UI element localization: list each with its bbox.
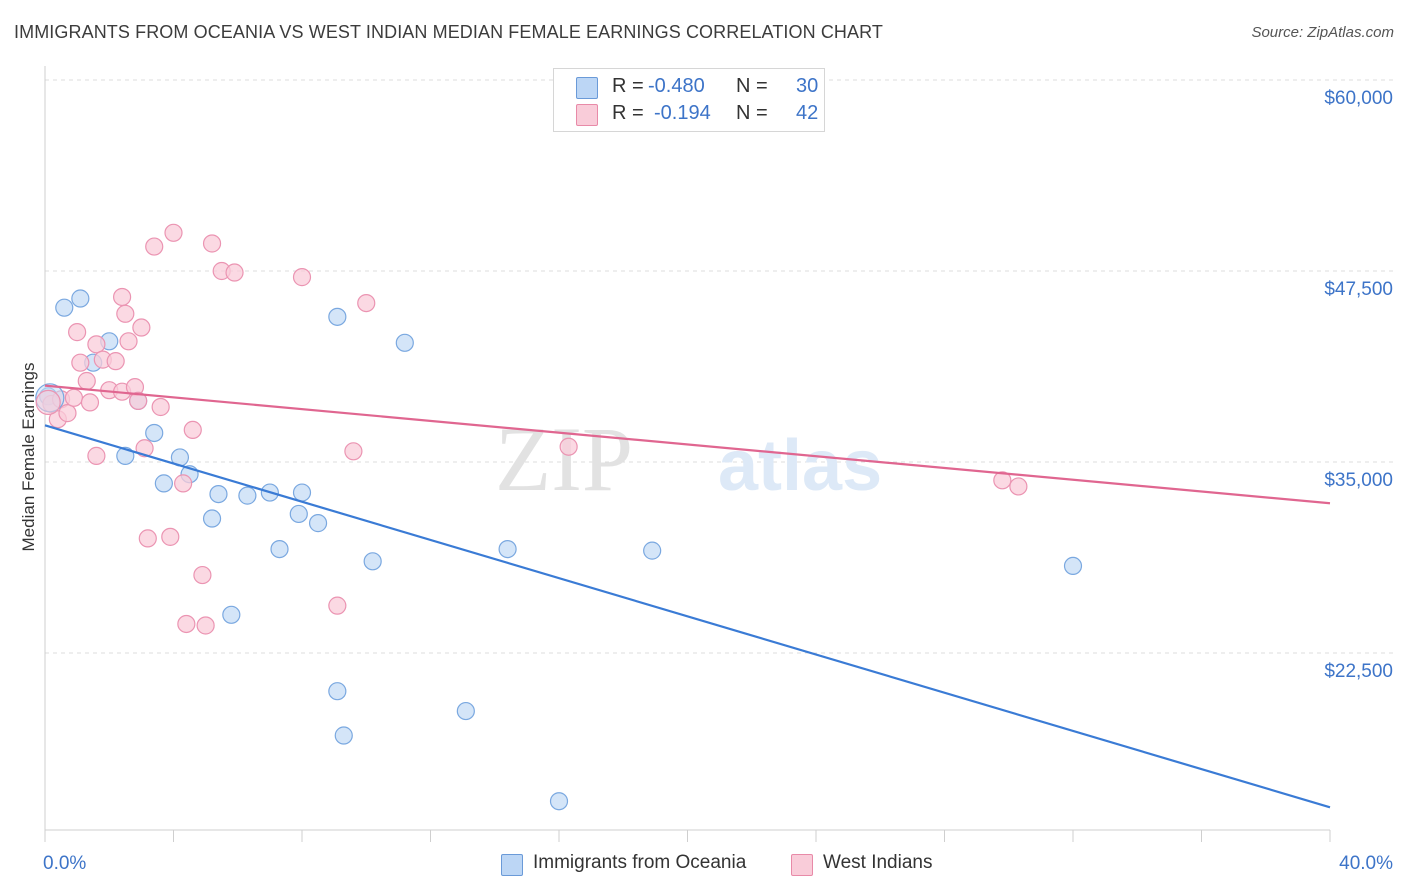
oceania-point-2[interactable] bbox=[71, 289, 90, 308]
correlation-legend: R = -0.480 N = 30 R = -0.194 N = 42 bbox=[553, 68, 825, 132]
west-indians-point-22[interactable] bbox=[138, 529, 157, 548]
west-indians-point-20[interactable] bbox=[132, 318, 151, 337]
west-indians-cluster-point[interactable] bbox=[35, 389, 61, 416]
watermark-atlas: atlas bbox=[718, 426, 882, 506]
legend-n-label: N = bbox=[736, 102, 768, 124]
west-indians-point-27[interactable] bbox=[174, 474, 193, 493]
oceania-point-27[interactable] bbox=[643, 541, 662, 560]
oceania-point-7[interactable] bbox=[145, 423, 164, 443]
west-indians-point-4[interactable] bbox=[64, 388, 84, 407]
legend-swatch-west-indians bbox=[576, 104, 598, 126]
west-indians-point-3[interactable] bbox=[58, 404, 77, 423]
legend-n-value: 30 bbox=[796, 75, 819, 97]
oceania-point-17[interactable] bbox=[289, 504, 308, 524]
west-indians-point-7[interactable] bbox=[77, 371, 96, 391]
source-label: Source: ZipAtlas.com bbox=[1251, 24, 1394, 41]
west-indians-point-41[interactable] bbox=[1009, 477, 1028, 496]
watermark: ZIP atlas bbox=[495, 408, 882, 510]
west-indians-point-13[interactable] bbox=[106, 352, 125, 371]
x-tick-label-max: 40.0% bbox=[1339, 853, 1393, 874]
oceania-point-13[interactable] bbox=[222, 605, 241, 624]
oceania-point-22[interactable] bbox=[334, 726, 353, 745]
y-tick-label-2: $47,500 bbox=[1324, 279, 1393, 300]
west-indians-point-10[interactable] bbox=[87, 446, 106, 465]
oceania-point-5[interactable] bbox=[116, 446, 135, 465]
bottom-legend-label-oceania: Immigrants from Oceania bbox=[533, 852, 747, 873]
legend-r-label: R = bbox=[612, 102, 644, 124]
oceania-point-1[interactable] bbox=[55, 298, 74, 317]
west-indians-point-24[interactable] bbox=[151, 397, 170, 417]
y-tick-label-1: $35,000 bbox=[1324, 470, 1393, 491]
axis-labels: $22,500 $35,000 $47,500 $60,000 0.0% 40.0% Med… bbox=[19, 88, 1393, 874]
west-indians-point-37[interactable] bbox=[344, 442, 363, 461]
west-indians-point-5[interactable] bbox=[68, 323, 87, 342]
oceania-point-29[interactable] bbox=[549, 792, 569, 811]
west-indians-point-36[interactable] bbox=[328, 596, 347, 615]
west-indians-point-38[interactable] bbox=[357, 293, 376, 313]
west-indians-point-15[interactable] bbox=[112, 287, 132, 307]
west-indians-point-9[interactable] bbox=[87, 335, 106, 354]
oceania-point-18[interactable] bbox=[292, 483, 312, 502]
oceania-point-24[interactable] bbox=[395, 333, 414, 352]
west-indians-point-19[interactable] bbox=[129, 391, 148, 410]
legend-swatch-oceania bbox=[576, 77, 598, 99]
west-indians-point-16[interactable] bbox=[116, 304, 135, 323]
oceania-point-12[interactable] bbox=[209, 484, 228, 504]
watermark-zip: ZIP bbox=[495, 408, 633, 510]
trend-lines bbox=[44, 384, 1331, 809]
oceania-point-8[interactable] bbox=[154, 474, 173, 493]
west-indians-point-35[interactable] bbox=[292, 268, 312, 287]
bottom-legend-swatch-west-indians bbox=[791, 854, 813, 876]
x-tick-label-min: 0.0% bbox=[43, 853, 86, 874]
oceania-point-11[interactable] bbox=[202, 509, 222, 528]
oceania-point-19[interactable] bbox=[308, 514, 328, 533]
west-indians-point-29[interactable] bbox=[183, 420, 202, 440]
bottom-legend-swatch-oceania bbox=[501, 854, 523, 876]
legend-n-label: N = bbox=[736, 75, 768, 97]
oceania-point-25[interactable] bbox=[456, 701, 475, 721]
west-indians-point-21[interactable] bbox=[135, 439, 154, 458]
oceania-point-16[interactable] bbox=[270, 539, 289, 559]
west-indians-point-8[interactable] bbox=[80, 393, 100, 412]
west-indians-point-23[interactable] bbox=[145, 237, 164, 256]
west-indians-point-39[interactable] bbox=[559, 437, 578, 456]
oceania-point-21[interactable] bbox=[328, 682, 347, 701]
axes bbox=[44, 66, 1331, 842]
data-points bbox=[35, 223, 1083, 811]
oceania-point-28[interactable] bbox=[1063, 556, 1083, 576]
oceania-point-26[interactable] bbox=[498, 539, 517, 559]
west-indians-point-26[interactable] bbox=[164, 223, 183, 242]
legend-r-value: -0.194 bbox=[654, 102, 711, 124]
west-indians-point-34[interactable] bbox=[225, 263, 244, 282]
west-indians-point-28[interactable] bbox=[177, 614, 196, 634]
legend-r-label: R = bbox=[612, 75, 644, 97]
legend-n-value: 42 bbox=[796, 102, 819, 124]
west-indians-trend-line bbox=[44, 384, 1331, 505]
west-indians-point-32[interactable] bbox=[202, 234, 222, 253]
west-indians-point-6[interactable] bbox=[71, 353, 90, 372]
bottom-legend-label-west-indians: West Indians bbox=[823, 852, 933, 873]
west-indians-point-30[interactable] bbox=[193, 565, 212, 585]
chart-title: IMMIGRANTS FROM OCEANIA VS WEST INDIAN M… bbox=[14, 22, 883, 42]
legend-r-value: -0.480 bbox=[648, 75, 705, 97]
west-indians-point-31[interactable] bbox=[196, 616, 215, 635]
oceania-point-14[interactable] bbox=[238, 486, 257, 505]
y-tick-label-0: $22,500 bbox=[1324, 661, 1393, 682]
y-axis-title: Median Female Earnings bbox=[19, 363, 38, 552]
oceania-point-23[interactable] bbox=[363, 552, 382, 571]
grid-lines bbox=[45, 79, 1395, 654]
oceania-point-20[interactable] bbox=[328, 307, 347, 326]
west-indians-point-40[interactable] bbox=[993, 471, 1012, 490]
west-indians-point-17[interactable] bbox=[119, 332, 138, 351]
y-tick-label-3: $60,000 bbox=[1324, 88, 1393, 109]
oceania-trend-line bbox=[44, 424, 1331, 809]
west-indians-point-25[interactable] bbox=[161, 527, 180, 546]
